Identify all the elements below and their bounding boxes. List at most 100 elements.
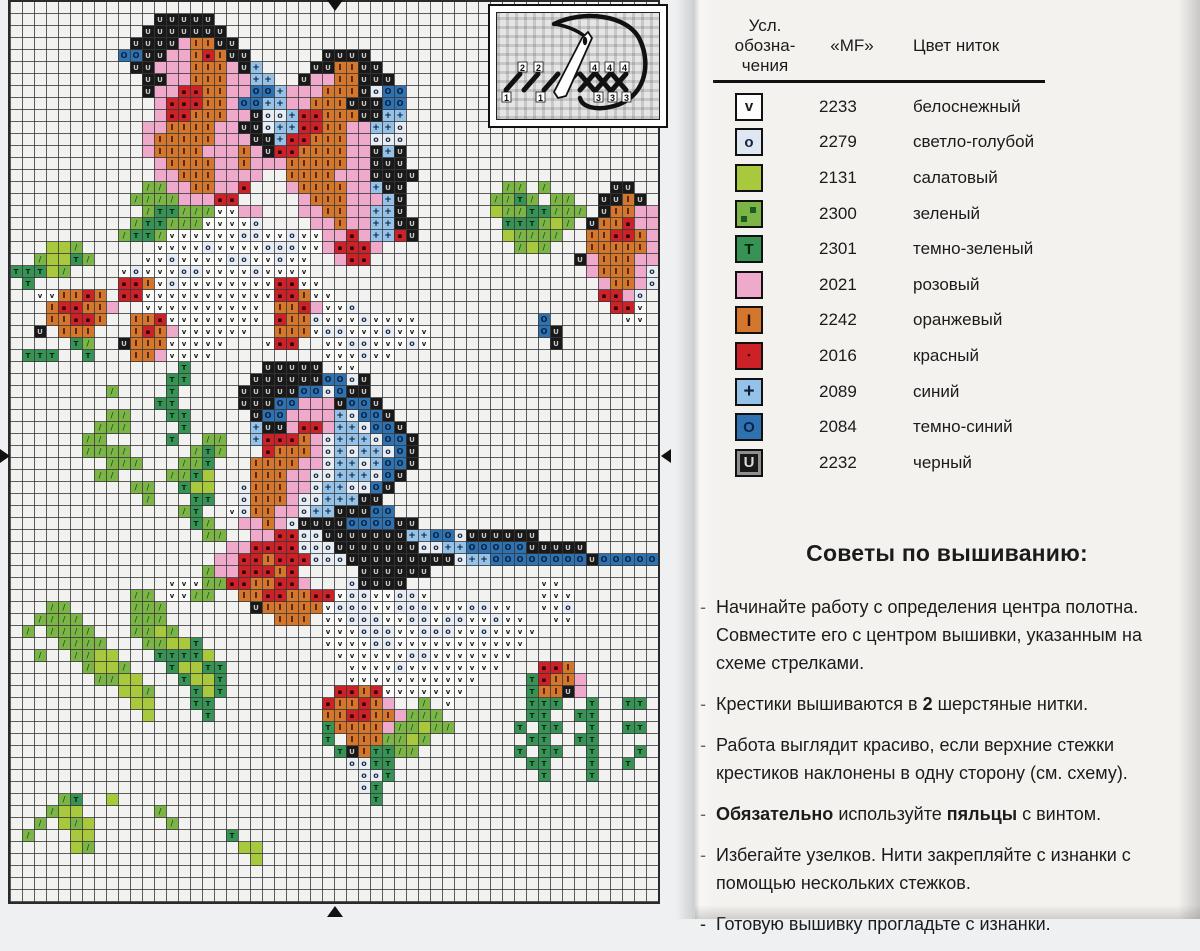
grid-cell-P xyxy=(346,170,358,182)
grid-cell-U: U xyxy=(250,602,262,614)
grid-cell-B: + xyxy=(358,446,370,458)
svg-text:3: 3 xyxy=(624,93,629,103)
embroidery-tips: Советы по вышиванию: -Начинайте работу с… xyxy=(700,540,1194,951)
grid-cell-R: ▪ xyxy=(286,338,298,350)
grid-cell-W: v xyxy=(298,266,310,278)
grid-cell-W: v xyxy=(226,230,238,242)
grid-cell-O: o xyxy=(370,614,382,626)
grid-cell-B: + xyxy=(382,230,394,242)
grid-cell-I: I xyxy=(202,98,214,110)
grid-cell-W: v xyxy=(406,686,418,698)
right-page xyxy=(695,0,1200,919)
grid-cell-I: I xyxy=(178,134,190,146)
grid-cell-P xyxy=(178,62,190,74)
grid-cell-W: v xyxy=(466,638,478,650)
grid-cell-T: T xyxy=(586,758,598,770)
grid-cell-P xyxy=(346,182,358,194)
grid-cell-O: o xyxy=(310,542,322,554)
grid-cell-I: I xyxy=(142,314,154,326)
grid-cell-W: v xyxy=(442,650,454,662)
grid-cell-W: v xyxy=(250,314,262,326)
grid-cell-I: I xyxy=(214,50,226,62)
grid-cell-T: T xyxy=(322,722,334,734)
grid-cell-W: v xyxy=(346,650,358,662)
grid-cell-W: v xyxy=(178,302,190,314)
grid-cell-Z: / xyxy=(118,662,130,674)
grid-cell-G xyxy=(94,662,106,674)
grid-cell-T: T xyxy=(70,338,82,350)
grid-cell-Z: / xyxy=(118,446,130,458)
grid-cell-W: v xyxy=(142,302,154,314)
grid-cell-B: + xyxy=(322,494,334,506)
grid-cell-Z: / xyxy=(514,230,526,242)
grid-cell-P xyxy=(358,230,370,242)
grid-cell-O: o xyxy=(322,446,334,458)
grid-cell-P xyxy=(298,470,310,482)
grid-cell-O: o xyxy=(370,770,382,782)
grid-cell-W: v xyxy=(166,230,178,242)
grid-cell-U: U xyxy=(154,38,166,50)
grid-cell-T: T xyxy=(202,662,214,674)
grid-cell-U: U xyxy=(394,170,406,182)
grid-cell-Z: / xyxy=(106,470,118,482)
grid-cell-O: o xyxy=(238,230,250,242)
grid-cell-I: I xyxy=(214,86,226,98)
grid-cell-W: v xyxy=(358,674,370,686)
needle-eye xyxy=(582,36,588,46)
grid-cell-Z: / xyxy=(490,194,502,206)
grid-cell-B: + xyxy=(382,110,394,122)
grid-cell-P xyxy=(298,98,310,110)
grid-cell-W: v xyxy=(406,326,418,338)
grid-cell-U: U xyxy=(334,506,346,518)
grid-cell-U: U xyxy=(394,578,406,590)
grid-cell-Z: / xyxy=(406,722,418,734)
grid-cell-O: o xyxy=(454,554,466,566)
grid-cell-Z: / xyxy=(154,806,166,818)
grid-cell-Z: / xyxy=(58,794,70,806)
grid-cell-T: T xyxy=(622,758,634,770)
grid-cell-P xyxy=(298,482,310,494)
grid-cell-W: v xyxy=(442,662,454,674)
grid-cell-P xyxy=(382,698,394,710)
grid-cell-D: O xyxy=(502,554,514,566)
grid-cell-P xyxy=(166,326,178,338)
grid-cell-P xyxy=(238,86,250,98)
grid-cell-I: I xyxy=(202,38,214,50)
grid-cell-I: I xyxy=(346,734,358,746)
grid-cell-O: o xyxy=(358,314,370,326)
grid-cell-B: + xyxy=(370,122,382,134)
grid-cell-Z: / xyxy=(562,206,574,218)
legend-color-name: розовый xyxy=(913,274,980,294)
grid-cell-P xyxy=(574,686,586,698)
grid-cell-I: I xyxy=(274,458,286,470)
grid-cell-T: T xyxy=(34,266,46,278)
grid-cell-Z: / xyxy=(82,662,94,674)
grid-cell-P xyxy=(250,158,262,170)
grid-cell-W: v xyxy=(202,266,214,278)
grid-cell-W: v xyxy=(490,602,502,614)
grid-cell-D: O xyxy=(442,530,454,542)
grid-cell-G xyxy=(118,686,130,698)
grid-cell-W: v xyxy=(214,326,226,338)
grid-cell-B: + xyxy=(310,506,322,518)
grid-cell-Z: / xyxy=(394,746,406,758)
grid-cell-R: ▪ xyxy=(358,254,370,266)
grid-cell-W: v xyxy=(490,662,502,674)
grid-cell-O: o xyxy=(274,110,286,122)
grid-cell-R: ▪ xyxy=(274,290,286,302)
grid-cell-P xyxy=(634,254,646,266)
grid-cell-R: ▪ xyxy=(538,662,550,674)
grid-cell-R: ▪ xyxy=(346,710,358,722)
grid-cell-T: T xyxy=(214,662,226,674)
grid-cell-I: I xyxy=(94,302,106,314)
grid-cell-P xyxy=(202,146,214,158)
grid-cell-T: T xyxy=(514,194,526,206)
grid-cell-P xyxy=(298,206,310,218)
grid-cell-I: I xyxy=(202,182,214,194)
grid-cell-Z: / xyxy=(106,458,118,470)
grid-cell-Z: / xyxy=(202,578,214,590)
grid-cell-G xyxy=(106,662,118,674)
grid-cell-W: v xyxy=(418,338,430,350)
tip-bullet-dash: - xyxy=(700,800,716,828)
grid-cell-I: I xyxy=(286,446,298,458)
